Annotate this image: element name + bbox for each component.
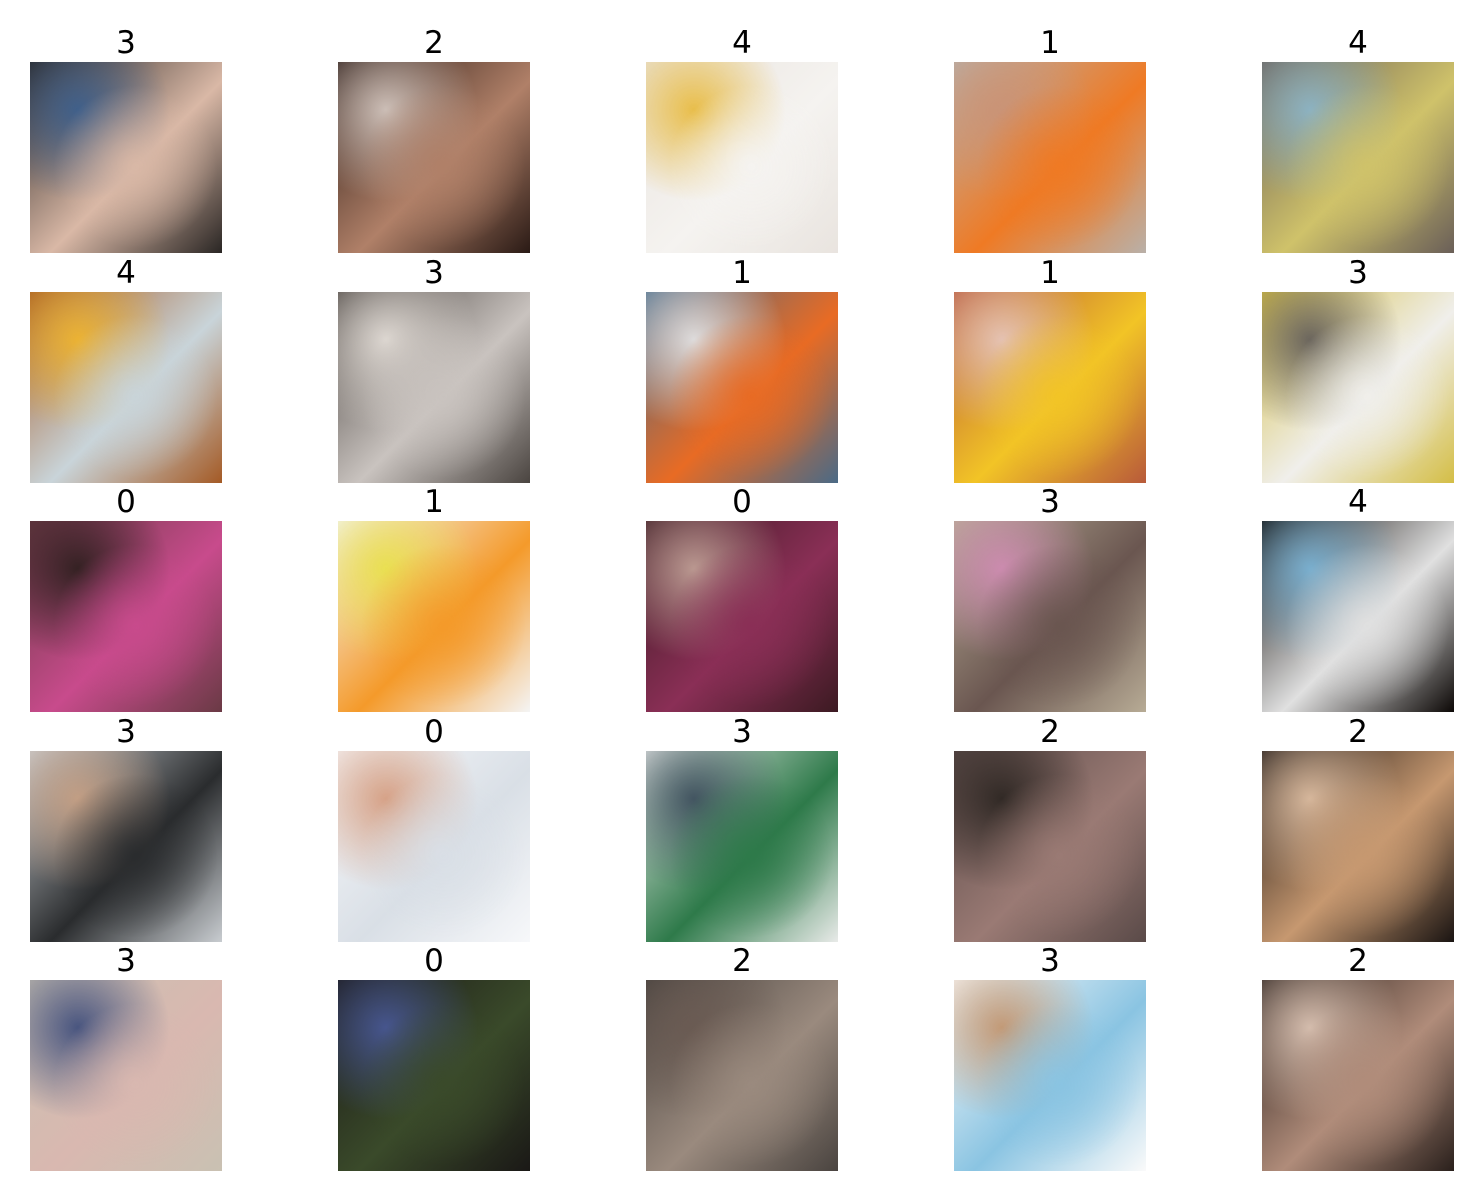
thumbnail-image [30, 521, 222, 712]
thumbnail-image [1262, 291, 1454, 483]
thumbnail-image [646, 291, 838, 483]
thumbnail-image [954, 980, 1146, 1171]
thumbnail-image [1262, 62, 1454, 253]
thumbnail-cell: 0 [646, 483, 838, 713]
thumbnail-cell: 3 [1262, 254, 1454, 484]
thumbnail-image [338, 291, 530, 483]
thumbnail-image [1262, 521, 1454, 712]
thumbnail-label: 2 [1040, 713, 1060, 750]
thumbnail-cell: 1 [338, 483, 530, 713]
thumbnail-label: 4 [1348, 25, 1368, 61]
thumbnail-label: 3 [1040, 484, 1060, 520]
thumbnail-label: 1 [1040, 25, 1060, 61]
thumbnail-label: 2 [732, 943, 752, 979]
thumbnail-label: 1 [732, 254, 752, 291]
thumbnail-image [954, 62, 1146, 253]
thumbnail-image [338, 62, 530, 253]
thumbnail-image [338, 750, 530, 942]
thumbnail-cell: 1 [954, 24, 1146, 254]
thumbnail-label: 4 [116, 254, 136, 291]
thumbnail-label: 3 [1040, 943, 1060, 979]
thumbnail-label: 2 [424, 25, 444, 61]
thumbnail-label: 3 [116, 943, 136, 979]
thumbnail-label: 2 [1348, 713, 1368, 750]
thumbnail-image [30, 291, 222, 483]
thumbnail-image [646, 521, 838, 712]
thumbnail-image [954, 750, 1146, 942]
thumbnail-label: 3 [116, 713, 136, 750]
thumbnail-cell: 2 [1262, 713, 1454, 943]
thumbnail-label: 3 [1348, 254, 1368, 291]
thumbnail-cell: 2 [954, 713, 1146, 943]
thumbnail-label: 4 [1348, 484, 1368, 520]
thumbnail-image [30, 750, 222, 942]
thumbnail-label: 4 [732, 25, 752, 61]
thumbnail-image [954, 521, 1146, 712]
thumbnail-cell: 2 [646, 942, 838, 1172]
image-grid: 3 2 4 1 4 4 3 1 1 3 0 1 0 3 4 3 0 3 2 2 3 0 2 3 2 [30, 24, 1454, 1172]
thumbnail-cell: 3 [30, 942, 222, 1172]
thumbnail-image [30, 980, 222, 1171]
thumbnail-image [954, 291, 1146, 483]
thumbnail-cell: 3 [646, 713, 838, 943]
thumbnail-image [30, 62, 222, 253]
thumbnail-label: 3 [116, 25, 136, 61]
thumbnail-cell: 1 [646, 254, 838, 484]
thumbnail-label: 0 [116, 484, 136, 520]
thumbnail-cell: 3 [338, 254, 530, 484]
thumbnail-cell: 0 [30, 483, 222, 713]
thumbnail-cell: 4 [1262, 24, 1454, 254]
thumbnail-label: 0 [424, 713, 444, 750]
thumbnail-cell: 3 [30, 713, 222, 943]
thumbnail-cell: 3 [30, 24, 222, 254]
thumbnail-cell: 4 [1262, 483, 1454, 713]
thumbnail-cell: 3 [954, 942, 1146, 1172]
thumbnail-cell: 2 [338, 24, 530, 254]
thumbnail-image [1262, 980, 1454, 1171]
thumbnail-image [646, 62, 838, 253]
thumbnail-cell: 3 [954, 483, 1146, 713]
thumbnail-cell: 4 [30, 254, 222, 484]
thumbnail-label: 3 [424, 254, 444, 291]
thumbnail-cell: 4 [646, 24, 838, 254]
thumbnail-image [338, 980, 530, 1171]
thumbnail-cell: 1 [954, 254, 1146, 484]
thumbnail-label: 1 [1040, 254, 1060, 291]
thumbnail-label: 2 [1348, 943, 1368, 979]
thumbnail-image [646, 750, 838, 942]
thumbnail-image [338, 521, 530, 712]
thumbnail-cell: 0 [338, 713, 530, 943]
thumbnail-label: 0 [732, 484, 752, 520]
thumbnail-label: 3 [732, 713, 752, 750]
thumbnail-label: 1 [424, 484, 444, 520]
thumbnail-cell: 2 [1262, 942, 1454, 1172]
thumbnail-image [1262, 750, 1454, 942]
thumbnail-image [646, 980, 838, 1171]
thumbnail-cell: 0 [338, 942, 530, 1172]
thumbnail-label: 0 [424, 943, 444, 979]
